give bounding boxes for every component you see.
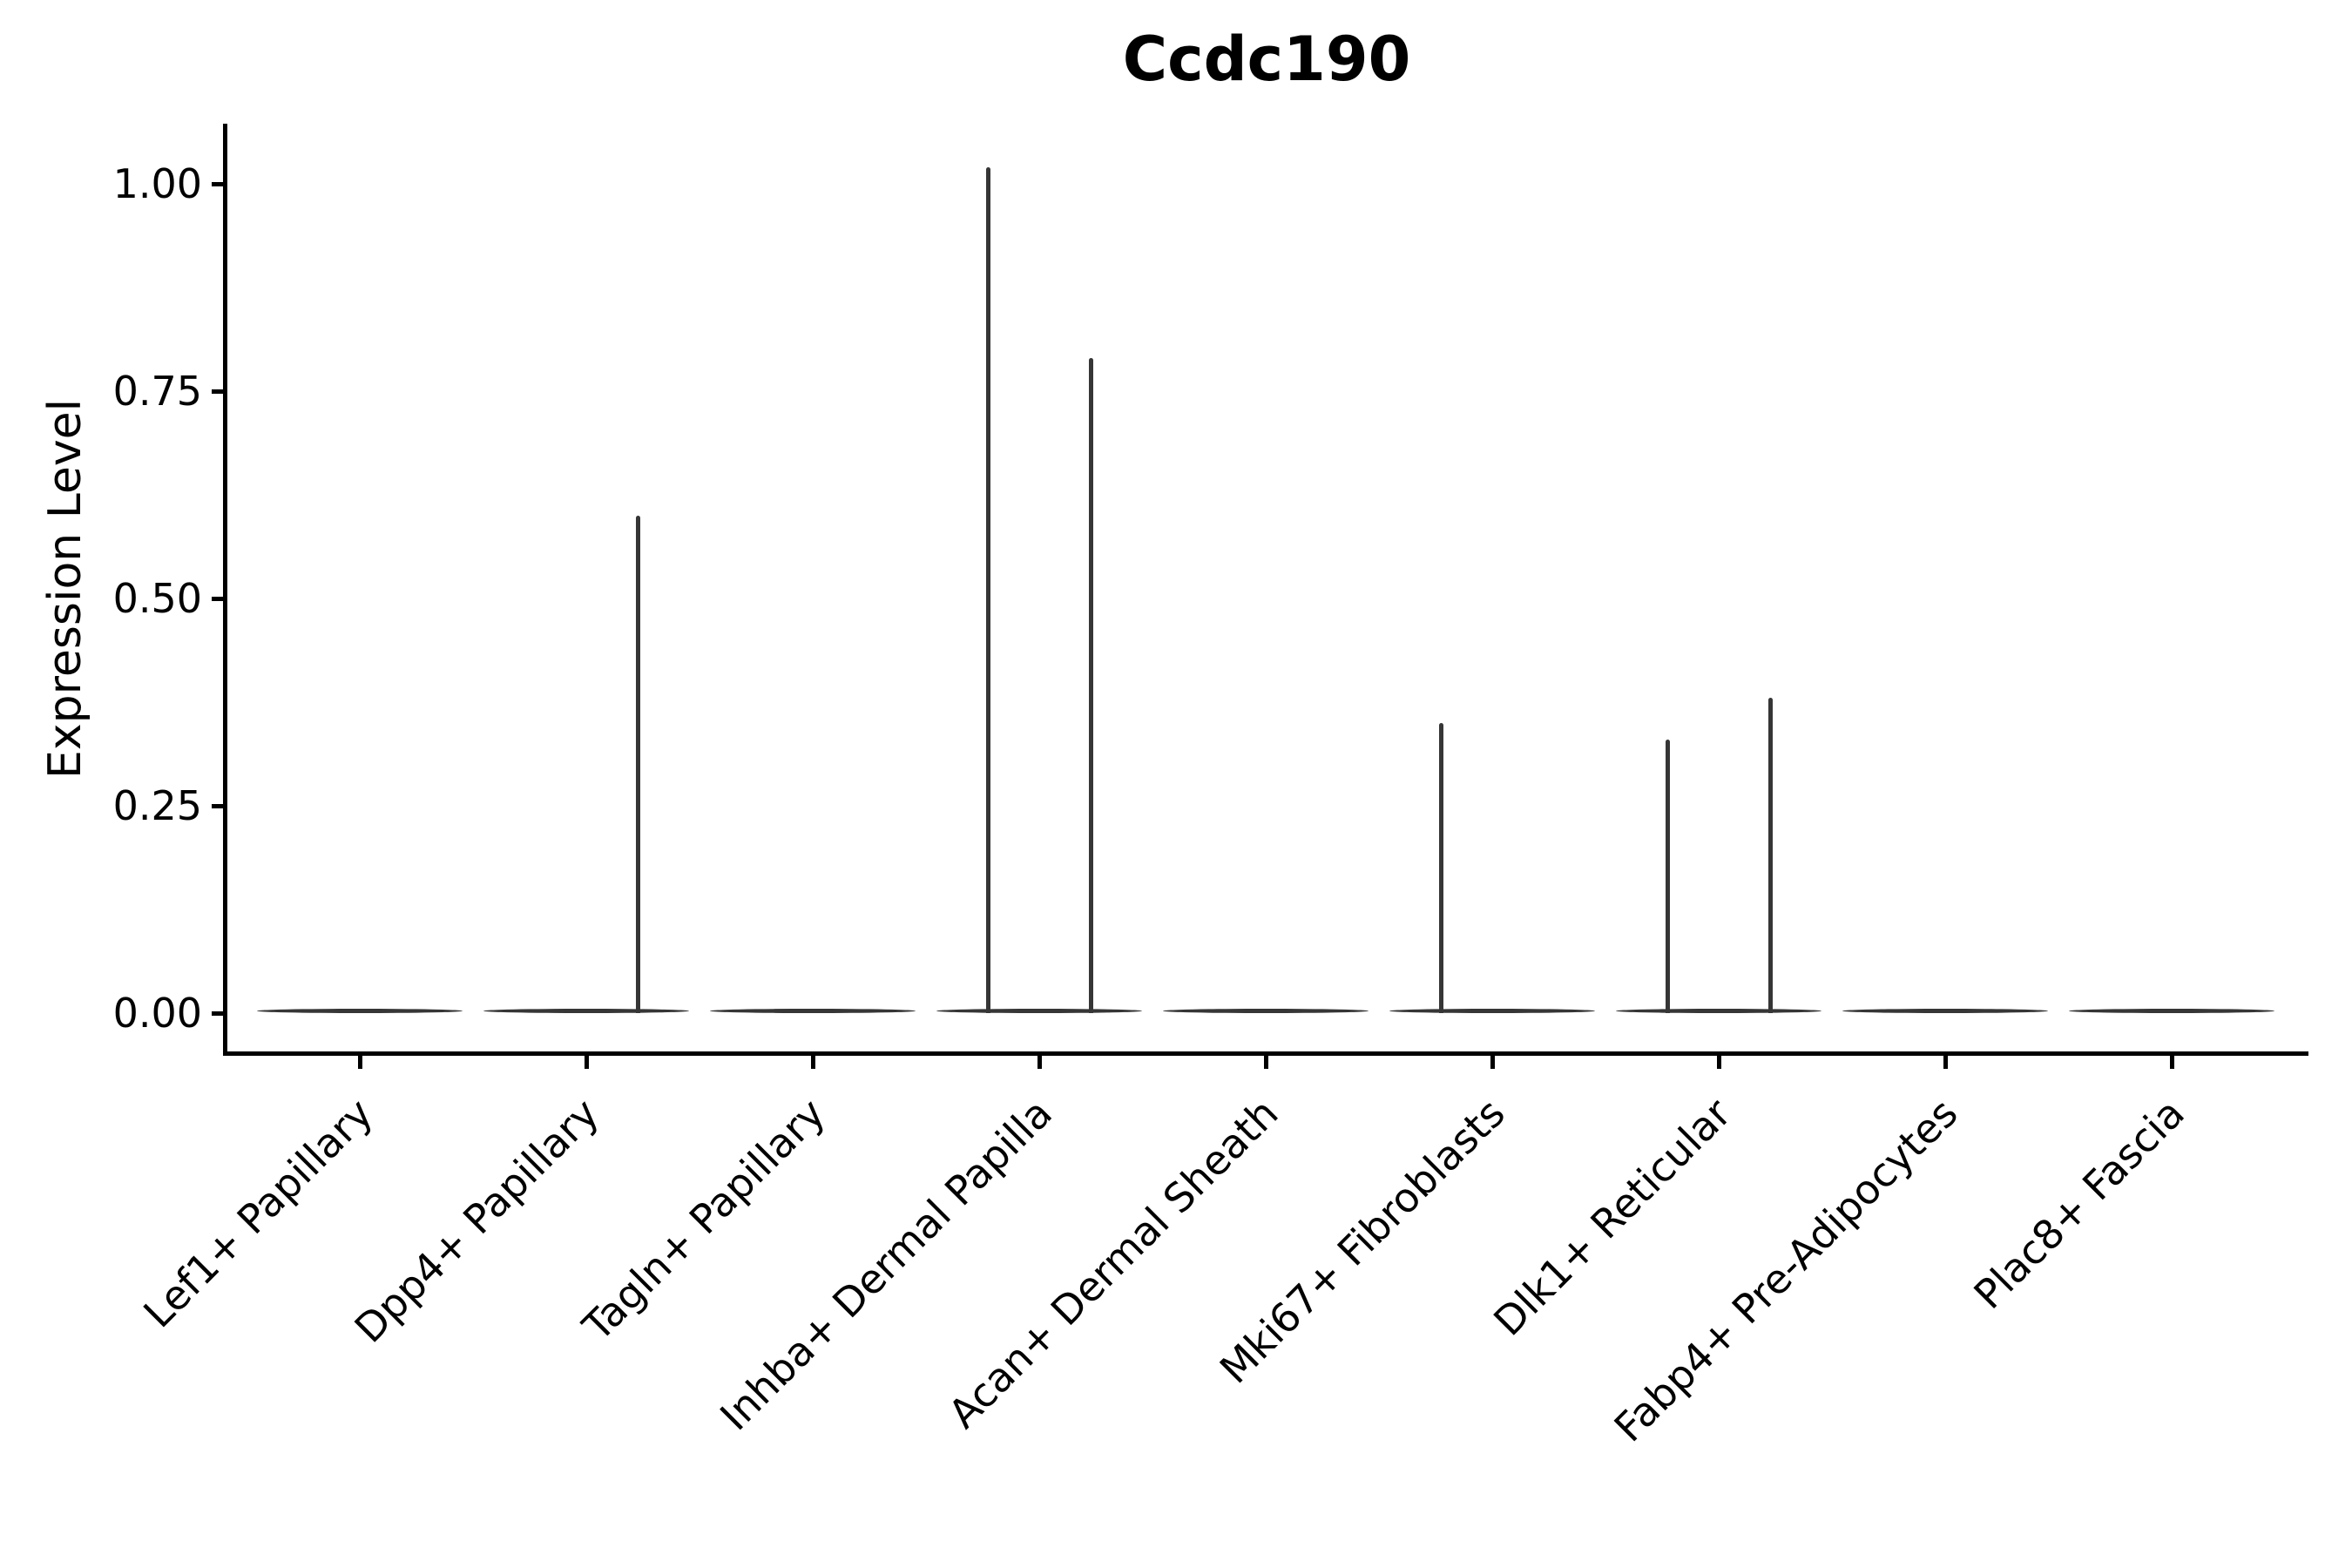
x-tick-mark [2169,1056,2174,1069]
x-tick-label-plac8-fascia: Plac8+ Fascia [1964,1089,2193,1318]
violin-spike-inhba-dermal-papilla-left [985,166,990,1013]
x-tick-mark [357,1056,362,1069]
x-tick-label-lef1-papillary: Lef1+ Papillary [133,1089,382,1337]
violin-baseline-mki67-fibroblasts [1389,1009,1595,1013]
violin-spike-inhba-dermal-papilla-right [1088,357,1093,1013]
x-tick-mark [1490,1056,1495,1069]
violin-baseline-acan-dermal-sheath [1163,1009,1369,1013]
figure-title: Ccdc190 [1122,24,1411,95]
x-tick-mark [1943,1056,1948,1069]
y-axis-spine [223,124,227,1056]
y-tick-mark [212,389,224,394]
x-tick-mark [1263,1056,1268,1069]
violin-spike-mki67-fibroblasts-left [1438,722,1443,1013]
x-tick-label-dpp4-papillary: Dpp4+ Papillary [345,1089,608,1352]
y-tick-mark [212,1010,224,1016]
x-tick-mark [1037,1056,1042,1069]
y-tick-mark [212,596,224,601]
violin-baseline-dpp4-papillary [483,1009,689,1013]
y-tick-label: 0.00 [112,990,202,1037]
x-tick-mark [810,1056,815,1069]
violin-spike-dpp4-papillary-right [635,515,640,1013]
y-tick-label: 0.75 [112,368,202,415]
violin-baseline-dlk1-reticular [1616,1009,1821,1013]
violin-spike-dlk1-reticular-left [1665,739,1670,1013]
violin-baseline-fabp4-pre-adipocytes [1842,1009,2048,1013]
violin-baseline-inhba-dermal-papilla [936,1009,1142,1013]
x-tick-mark [584,1056,589,1069]
y-tick-label: 0.25 [112,782,202,829]
y-tick-label: 1.00 [112,160,202,207]
violin-baseline-lef1-papillary [257,1009,463,1013]
x-axis-spine [223,1051,2308,1056]
violin-spike-dlk1-reticular-right [1767,698,1773,1013]
x-tick-label-dlk1-reticular: Dlk1+ Reticular [1484,1089,1740,1345]
y-tick-label: 0.50 [112,575,202,622]
violin-baseline-tagln-papillary [710,1009,916,1013]
violin-baseline-plac8-fascia [2069,1009,2274,1013]
y-tick-mark [212,181,224,186]
x-tick-label-tagln-papillary: Tagln+ Papillary [573,1089,835,1350]
y-tick-mark [212,803,224,808]
x-tick-mark [1716,1056,1721,1069]
